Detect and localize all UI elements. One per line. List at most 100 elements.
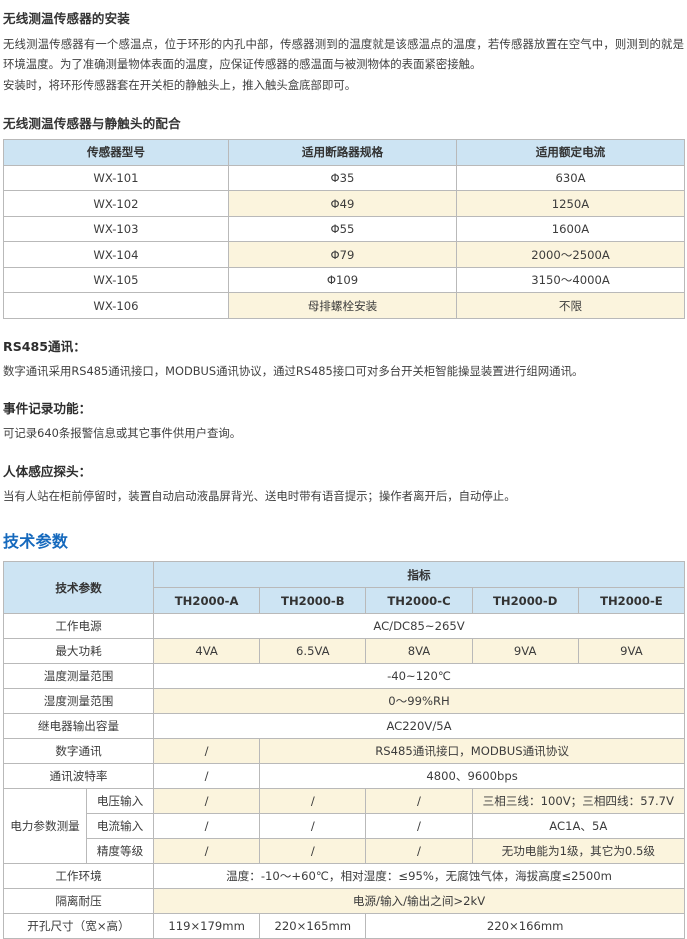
table-row: WX-105 Φ109 3150～4000A [3, 266, 685, 294]
col-header-parameter: 技术参数 [2, 561, 155, 615]
row-label: 隔离耐压 [2, 888, 155, 915]
cell-value-b: / [259, 813, 367, 840]
table-row: 继电器输出容量 AC220V/5A [2, 713, 685, 740]
cell-rated-current: 3150～4000A [456, 266, 685, 294]
table-row: WX-101 Φ35 630A [3, 164, 685, 192]
spec-header-row-1: 技术参数 指标 [2, 561, 685, 615]
table-row: 隔离耐压 电源/输入/输出之间>2kV [2, 888, 685, 915]
row-label: 工作电源 [2, 613, 155, 640]
col-header-model-a: TH2000-A [153, 587, 261, 615]
row-label: 湿度测量范围 [2, 688, 155, 715]
cell-model: WX-104 [3, 241, 229, 268]
block-event-log: 事件记录功能： 可记录640条报警信息或其它事件供用户查询。 [3, 398, 684, 443]
cell-model: WX-103 [3, 215, 229, 243]
block-rs485: RS485通讯： 数字通讯采用RS485通讯接口，MODBUS通讯协议，通过RS… [3, 336, 684, 381]
cell-breaker-spec: Φ79 [228, 241, 457, 268]
block-human-sensor: 人体感应探头： 当有人站在柜前停留时，装置自动启动液晶屏背光、送电时带有语音提示… [3, 461, 684, 506]
col-header-model-e: TH2000-E [577, 587, 686, 615]
cell-breaker-spec: Φ55 [228, 215, 457, 243]
col-header-model-c: TH2000-C [365, 587, 473, 615]
install-paragraph-1: 无线测温传感器有一个感温点，位于环形的内孔中部，传感器测到的温度就是该感温点的温… [3, 37, 684, 72]
table-row: WX-106 母排螺栓安装 不限 [3, 292, 685, 319]
cell-merged-value: 220×166mm [365, 913, 685, 939]
section-heading-match: 无线测温传感器与静触头的配合 [3, 115, 181, 131]
rs485-heading: RS485通讯： [3, 338, 86, 354]
cell-rated-current: 2000～2500A [456, 241, 685, 268]
table-header-row: 传感器型号 适用断路器规格 适用额定电流 [3, 138, 685, 166]
cell-rated-current: 不限 [456, 292, 685, 319]
cell-value-b: 220×165mm [259, 913, 367, 939]
col-header-model: 传感器型号 [3, 138, 229, 166]
cell-model: WX-106 [3, 292, 229, 319]
page-title-spec: 技术参数 [3, 532, 69, 552]
col-header-index: 指标 [153, 561, 685, 589]
row-label: 继电器输出容量 [2, 713, 155, 740]
row-sublabel: 电压输入 [85, 788, 155, 815]
row-group-label-power-measurement: 电力参数测量 [3, 788, 87, 865]
cell-value-d: 9VA [471, 638, 579, 665]
cell-value-c: 8VA [365, 638, 473, 665]
cell-merged-value: 4800、9600bps [259, 763, 685, 790]
install-paragraph-2: 安装时，将环形传感器套在开关柜的静触头上，推入触头盒底部即可。 [3, 77, 357, 92]
col-header-rated-current: 适用额定电流 [456, 138, 685, 166]
table-row: 温度测量范围 -40~120℃ [2, 663, 685, 690]
table-row: 数字通讯 / RS485通讯接口，MODBUS通讯协议 [2, 738, 685, 765]
row-label: 最大功耗 [2, 638, 155, 665]
cell-value-c: / [365, 788, 473, 815]
cell-merged-value: AC1A、5A [471, 813, 686, 840]
technical-spec-table: 技术参数 指标 TH2000-A TH2000-B TH2000-C TH2000-D… [2, 561, 686, 939]
table-row: 湿度测量范围 0～99%RH [2, 688, 685, 715]
human-body: 当有人站在柜前停留时，装置自动启动液晶屏背光、送电时带有语音提示；操作者离开后，… [3, 488, 516, 503]
table-row: 最大功耗 4VA 6.5VA 8VA 9VA 9VA [2, 638, 686, 665]
row-label: 开孔尺寸（宽×高） [2, 913, 155, 939]
cell-model: WX-102 [3, 190, 229, 217]
table-row: WX-104 Φ79 2000～2500A [3, 241, 685, 268]
cell-merged-value: 电源/输入/输出之间>2kV [153, 888, 685, 915]
cell-merged-value: -40~120℃ [153, 663, 685, 690]
sensor-matching-table: 传感器型号 适用断路器规格 适用额定电流 WX-101 Φ35 630A WX-102… [3, 138, 685, 319]
row-sublabel: 精度等级 [85, 838, 155, 865]
cell-value-e: 9VA [577, 638, 686, 665]
cell-merged-value: AC/DC85~265V [153, 613, 685, 640]
cell-merged-value: AC220V/5A [153, 713, 685, 740]
cell-rated-current: 1250A [456, 190, 685, 217]
cell-value-c: / [365, 838, 473, 865]
cell-merged-value: 无功电能为1级，其它为0.5级 [471, 838, 686, 865]
cell-value-a: 119×179mm [153, 913, 261, 939]
cell-rated-current: 1600A [456, 215, 685, 243]
spec-header-row-2: TH2000-A TH2000-B TH2000-C TH2000-D TH2000-E [4, 587, 686, 615]
section-heading-install: 无线测温传感器的安装 [3, 11, 131, 26]
table-row: WX-103 Φ55 1600A [3, 215, 685, 243]
cell-value-a: / [153, 788, 261, 815]
event-body: 可记录640条报警信息或其它事件供用户查询。 [3, 426, 242, 441]
row-label: 工作环境 [2, 863, 155, 890]
cell-value-b: / [259, 788, 367, 815]
cell-value-a: / [153, 763, 261, 790]
cell-breaker-spec: 母排螺栓安装 [228, 292, 457, 319]
cell-merged-value: 三相三线：100V；三相四线：57.7V [471, 788, 686, 815]
cell-merged-value: RS485通讯接口，MODBUS通讯协议 [259, 738, 685, 765]
row-label: 温度测量范围 [2, 663, 155, 690]
table-row: 开孔尺寸（宽×高） 119×179mm 220×165mm 220×166mm [2, 913, 685, 939]
col-header-breaker-spec: 适用断路器规格 [228, 138, 457, 166]
event-heading: 事件记录功能： [3, 401, 92, 417]
table-row: 通讯波特率/4800、9600bps [2, 763, 685, 790]
row-label: 通讯波特率 [2, 763, 155, 790]
rs485-body: 数字通讯采用RS485通讯接口，MODBUS通讯协议，通过RS485接口可对多台… [3, 363, 584, 378]
cell-rated-current: 630A [456, 164, 685, 192]
col-header-model-b: TH2000-B [259, 587, 367, 615]
table-row: 电力参数测量 电压输入 / / / 三相三线：100V；三相四线：57.7V [3, 788, 686, 865]
cell-value-b: 6.5VA [259, 638, 367, 665]
col-header-model-d: TH2000-D [471, 587, 579, 615]
cell-value-a: 4VA [153, 638, 261, 665]
table-row: 工作环境 温度：-10～+60℃，相对湿度：≤95%，无腐蚀气体，海拔高度≤250… [2, 863, 685, 890]
table-row: 工作电源 AC/DC85~265V [2, 613, 685, 640]
cell-breaker-spec: Φ35 [228, 164, 457, 192]
cell-breaker-spec: Φ109 [228, 266, 457, 294]
table-row: 电流输入 / / / AC1A、5A [4, 813, 686, 840]
cell-value-b: / [259, 838, 367, 865]
human-heading: 人体感应探头： [3, 463, 92, 479]
cell-value-a: / [153, 838, 261, 865]
table-row: 精度等级 / / / 无功电能为1级，其它为0.5级 [4, 838, 686, 865]
